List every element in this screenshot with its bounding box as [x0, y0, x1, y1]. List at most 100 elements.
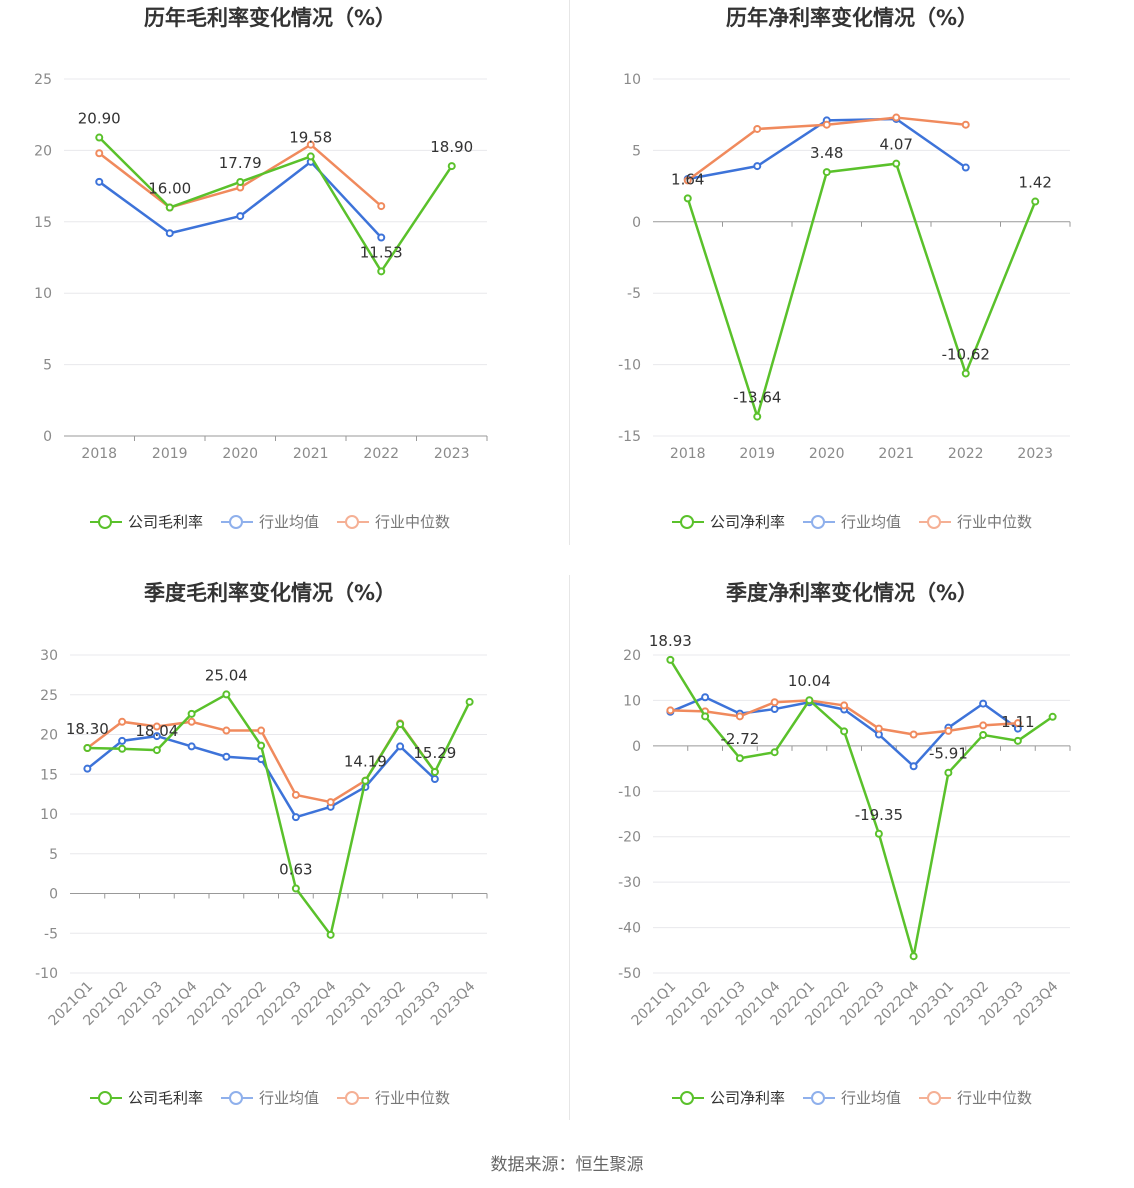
- data-point[interactable]: [770, 748, 779, 757]
- data-point[interactable]: [822, 120, 831, 129]
- data-point[interactable]: [152, 746, 161, 755]
- data-point[interactable]: [753, 124, 762, 133]
- data-point[interactable]: [1031, 197, 1040, 206]
- data-point[interactable]: [361, 776, 370, 785]
- legend-company[interactable]: 公司净利率: [672, 511, 785, 532]
- data-point[interactable]: [95, 177, 104, 186]
- data-point[interactable]: [892, 159, 901, 168]
- legend-industry-median[interactable]: 行业中位数: [337, 511, 450, 532]
- data-point[interactable]: [735, 712, 744, 721]
- data-point[interactable]: [979, 721, 988, 730]
- y-tick-label: 15: [40, 767, 58, 783]
- data-point[interactable]: [165, 203, 174, 212]
- data-point[interactable]: [701, 693, 710, 702]
- data-point[interactable]: [1013, 736, 1022, 745]
- data-point[interactable]: [118, 744, 127, 753]
- data-point[interactable]: [377, 267, 386, 276]
- data-point[interactable]: [95, 133, 104, 142]
- data-point[interactable]: [118, 717, 127, 726]
- data-point[interactable]: [770, 705, 779, 714]
- data-point[interactable]: [326, 798, 335, 807]
- data-point[interactable]: [152, 722, 161, 731]
- data-point[interactable]: [944, 768, 953, 777]
- data-point[interactable]: [874, 724, 883, 733]
- data-point[interactable]: [306, 140, 315, 149]
- data-point[interactable]: [961, 369, 970, 378]
- data-point[interactable]: [257, 741, 266, 750]
- legend-industry-avg[interactable]: 行业均值: [803, 1087, 901, 1108]
- data-point[interactable]: [236, 177, 245, 186]
- x-tick-label: 2020: [222, 446, 258, 462]
- data-point[interactable]: [770, 698, 779, 707]
- x-tick-label: 2022: [363, 446, 399, 462]
- data-point[interactable]: [326, 930, 335, 939]
- data-point[interactable]: [447, 162, 456, 171]
- data-point[interactable]: [822, 168, 831, 177]
- data-point[interactable]: [222, 726, 231, 735]
- data-point[interactable]: [465, 697, 474, 706]
- data-point[interactable]: [909, 762, 918, 771]
- data-point[interactable]: [430, 767, 439, 776]
- legend-company[interactable]: 公司毛利率: [90, 511, 203, 532]
- data-point[interactable]: [152, 732, 161, 741]
- data-point[interactable]: [753, 412, 762, 421]
- data-point[interactable]: [840, 727, 849, 736]
- data-point[interactable]: [222, 690, 231, 699]
- data-point[interactable]: [840, 701, 849, 710]
- data-point[interactable]: [95, 149, 104, 158]
- series-line-0: [669, 659, 1054, 958]
- data-point[interactable]: [666, 655, 675, 664]
- data-point[interactable]: [291, 884, 300, 893]
- legend-industry-median[interactable]: 行业中位数: [919, 1087, 1032, 1108]
- data-point[interactable]: [944, 726, 953, 735]
- data-point[interactable]: [291, 813, 300, 822]
- data-point[interactable]: [291, 790, 300, 799]
- data-point[interactable]: [735, 754, 744, 763]
- chart-title: 季度净利率变化情况（%）: [726, 581, 978, 605]
- legend-company[interactable]: 公司净利率: [672, 1087, 785, 1108]
- data-point[interactable]: [701, 712, 710, 721]
- data-point[interactable]: [979, 730, 988, 739]
- data-point[interactable]: [961, 163, 970, 172]
- data-point[interactable]: [430, 775, 439, 784]
- data-point[interactable]: [961, 120, 970, 129]
- legend-industry-median[interactable]: 行业中位数: [919, 511, 1032, 532]
- data-point[interactable]: [377, 202, 386, 211]
- data-point[interactable]: [979, 699, 988, 708]
- legend-avg-label: 行业均值: [841, 1089, 902, 1107]
- data-point[interactable]: [753, 162, 762, 171]
- x-tick-label: 2019: [152, 446, 188, 462]
- data-point[interactable]: [83, 744, 92, 753]
- data-point[interactable]: [874, 829, 883, 838]
- data-point[interactable]: [306, 152, 315, 161]
- data-point[interactable]: [83, 764, 92, 773]
- data-point[interactable]: [187, 709, 196, 718]
- data-point[interactable]: [377, 233, 386, 242]
- data-point[interactable]: [892, 113, 901, 122]
- data-point[interactable]: [257, 726, 266, 735]
- data-point[interactable]: [666, 706, 675, 715]
- x-tick-label: 2021: [878, 446, 914, 462]
- x-tick-label: 2020: [809, 446, 845, 462]
- data-point[interactable]: [222, 752, 231, 761]
- data-point[interactable]: [187, 742, 196, 751]
- data-point[interactable]: [1013, 719, 1022, 728]
- data-label: 25.04: [205, 666, 248, 684]
- data-point[interactable]: [683, 194, 692, 203]
- legend-industry-avg[interactable]: 行业均值: [221, 1087, 319, 1108]
- legend-industry-avg[interactable]: 行业均值: [221, 511, 319, 532]
- legend-industry-avg[interactable]: 行业均值: [803, 511, 901, 532]
- data-point[interactable]: [187, 717, 196, 726]
- legend-industry-median[interactable]: 行业中位数: [337, 1087, 450, 1108]
- data-point[interactable]: [236, 212, 245, 221]
- legend-company[interactable]: 公司毛利率: [90, 1087, 203, 1108]
- data-point[interactable]: [118, 736, 127, 745]
- data-point[interactable]: [909, 730, 918, 739]
- data-point[interactable]: [805, 696, 814, 705]
- data-point[interactable]: [396, 742, 405, 751]
- data-point[interactable]: [1048, 712, 1057, 721]
- data-point[interactable]: [909, 952, 918, 961]
- data-point[interactable]: [683, 176, 692, 185]
- data-point[interactable]: [165, 229, 174, 238]
- data-point[interactable]: [396, 720, 405, 729]
